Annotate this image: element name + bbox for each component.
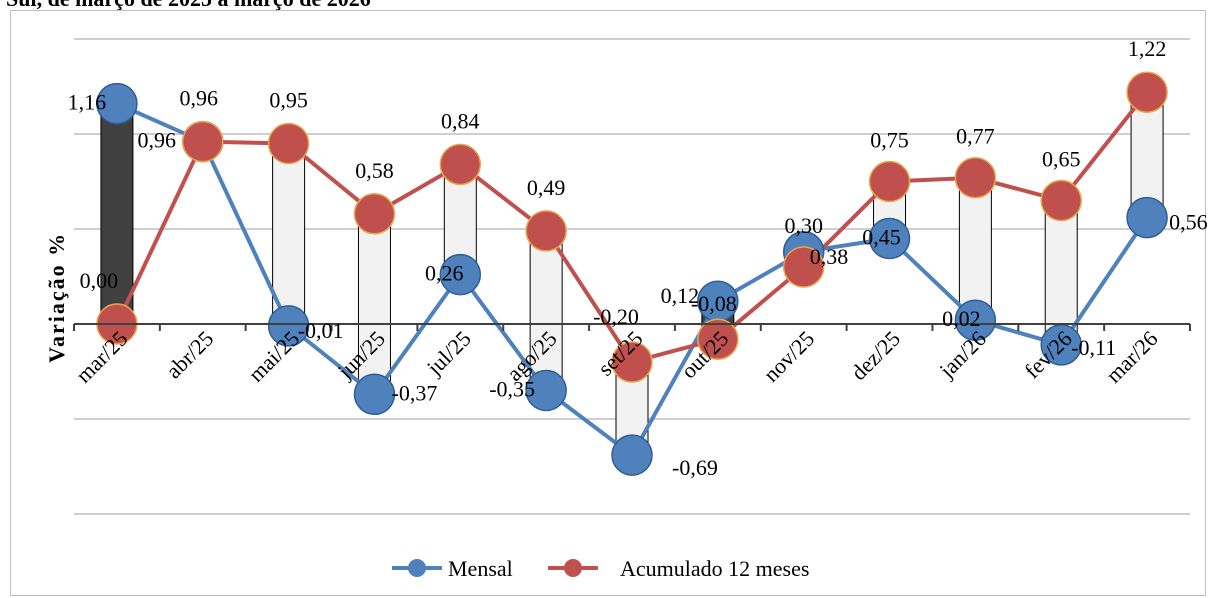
- x-tick-label: nov/25: [758, 326, 819, 387]
- data-point: [954, 299, 997, 341]
- data-label-acumulado: 0,49: [527, 175, 566, 200]
- data-point: [353, 373, 396, 416]
- legend-label: Acumulado 12 meses: [620, 556, 809, 581]
- data-point: [611, 434, 653, 476]
- x-tick-label: dez/25: [846, 326, 905, 385]
- data-label-mensal: -0,35: [489, 377, 535, 402]
- data-point: [1126, 196, 1168, 239]
- legend-marker: [564, 559, 582, 577]
- legend-box: [380, 548, 878, 588]
- legend-marker: [408, 559, 426, 577]
- x-tick-label: jul/25: [421, 326, 476, 381]
- data-label-mensal: 1,16: [68, 90, 107, 115]
- updown-bar: [357, 213, 391, 395]
- data-label-acumulado: 0,96: [180, 86, 219, 111]
- updown-bar: [1044, 200, 1078, 346]
- data-label-acumulado: 0,65: [1042, 147, 1081, 172]
- data-point: [439, 143, 482, 186]
- data-label-acumulado: 0,77: [956, 124, 995, 149]
- data-point: [267, 122, 310, 165]
- data-point: [267, 305, 310, 347]
- data-label-acumulado: 0,58: [355, 158, 394, 183]
- data-point: [182, 120, 224, 163]
- data-point: [96, 82, 138, 125]
- data-label-mensal: 0,56: [1169, 210, 1208, 235]
- x-tick-label: abr/25: [161, 326, 218, 383]
- data-point: [1126, 71, 1168, 113]
- data-label-mensal: -0,37: [392, 380, 438, 405]
- data-point: [782, 246, 825, 288]
- data-label-acumulado: -0,20: [593, 304, 639, 329]
- data-label-mensal: 0,02: [942, 306, 981, 331]
- legend-label: Mensal: [448, 556, 513, 581]
- data-point: [525, 369, 567, 412]
- data-point: [525, 210, 567, 252]
- data-label-mensal: -0,69: [672, 455, 718, 480]
- data-label-acumulado: -0,08: [691, 291, 737, 316]
- data-label-mensal: 0,26: [425, 261, 464, 286]
- chart-title: Sul, de março de 2025 a março de 2026: [6, 0, 371, 12]
- chart-frame: [10, 10, 1206, 596]
- updown-bar: [958, 177, 992, 321]
- data-point: [954, 156, 997, 199]
- data-label-acumulado: 0,95: [269, 88, 308, 113]
- data-label-mensal: 0,38: [810, 244, 849, 269]
- data-label-acumulado: 0,00: [80, 268, 119, 293]
- data-point: [868, 160, 911, 203]
- data-point: [697, 318, 739, 360]
- data-label-mensal: 0,45: [862, 225, 901, 250]
- data-label-mensal: 0,12: [661, 283, 700, 308]
- updown-bar: [1130, 91, 1164, 219]
- data-label-mensal: -0,11: [1071, 335, 1116, 360]
- data-label-mensal: 0,96: [138, 128, 177, 153]
- data-label-acumulado: 0,75: [870, 128, 909, 153]
- data-label-acumulado: 1,22: [1128, 36, 1167, 61]
- data-point: [611, 341, 653, 383]
- data-point: [1040, 179, 1082, 222]
- data-label-acumulado: 0,30: [784, 213, 823, 238]
- data-point: [868, 217, 911, 260]
- updown-bar: [100, 103, 134, 325]
- data-point: [353, 193, 396, 235]
- data-point: [439, 253, 482, 296]
- data-label-mensal: -0,01: [298, 318, 344, 343]
- data-label-acumulado: 0,84: [441, 108, 480, 133]
- y-axis-label: Variação %: [44, 232, 69, 363]
- updown-bar: [529, 230, 563, 391]
